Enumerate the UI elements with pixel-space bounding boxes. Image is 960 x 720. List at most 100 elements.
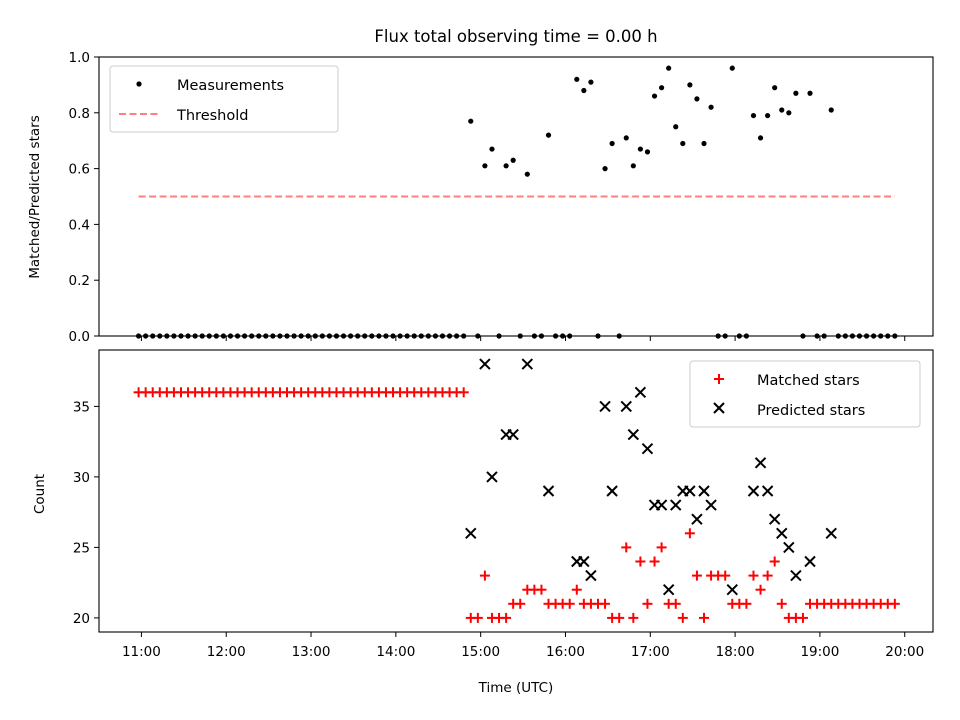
measurements-legend-label: Measurements (177, 78, 284, 94)
predicted-star-marker (599, 400, 611, 413)
measurement-point (666, 65, 672, 71)
measurement-point (482, 163, 488, 169)
measurement-point (623, 135, 629, 141)
bottom-x-tick-label: 11:00 (122, 644, 161, 660)
matched-star-marker (776, 598, 787, 609)
predicted-star-marker (641, 442, 654, 455)
measurement-point (765, 112, 771, 119)
matched-star-marker (889, 598, 900, 609)
predicted-star-marker (747, 485, 760, 497)
matched-star-marker (515, 598, 526, 609)
matched-star-marker (600, 598, 611, 609)
predicted-star-marker (542, 485, 555, 497)
measurement-point (786, 110, 792, 116)
predicted-star-marker (776, 527, 788, 540)
matched-star-marker (472, 612, 483, 623)
measurement-point (545, 132, 552, 138)
measurement-point (793, 90, 799, 96)
threshold-legend-label: Threshold (176, 108, 248, 124)
top-axes-frame (98, 56, 934, 337)
predicted-legend-label: Predicted stars (757, 403, 865, 419)
top-y-tick-label: 0.0 (69, 329, 90, 345)
bottom-axes-frame (98, 349, 934, 633)
bottom-y-axis-label: Count (32, 474, 48, 514)
measurement-point (779, 107, 785, 113)
predicted-star-marker (726, 583, 738, 596)
measurement-point (680, 140, 686, 147)
top-y-tick-label: 0.2 (69, 273, 90, 289)
bottom-x-tick-label: 15:00 (461, 644, 500, 660)
measurement-point (772, 85, 778, 91)
measurement-point (658, 85, 665, 91)
matched-star-marker (684, 528, 695, 539)
matched-star-marker (501, 612, 512, 623)
measurement-point (630, 163, 636, 169)
measurement-point (757, 135, 764, 141)
predicted-star-marker (627, 428, 640, 441)
top-legend-box (109, 65, 339, 133)
predicted-star-marker (662, 583, 675, 596)
measurement-point (701, 140, 707, 147)
bottom-legend-box (689, 360, 921, 428)
matched-star-marker (748, 570, 759, 581)
bottom-y-tick-label: 25 (73, 540, 90, 556)
matched-star-marker (691, 570, 702, 581)
predicted-star-marker (521, 358, 534, 370)
predicted-star-marker (634, 386, 647, 399)
measurement-point (524, 171, 530, 177)
measurement-point (581, 87, 587, 94)
bottom-x-tick-label: 18:00 (716, 644, 755, 660)
predicted-star-marker (606, 485, 618, 497)
predicted-legend-marker (713, 402, 725, 414)
matched-star-marker (677, 612, 688, 623)
matched-star-marker (797, 612, 808, 623)
matched-star-marker (649, 556, 660, 567)
matched-star-marker (755, 584, 766, 595)
matched-star-marker (628, 612, 639, 623)
matched-star-marker (621, 542, 632, 553)
predicted-star-marker (705, 499, 717, 511)
matched-legend-marker (714, 374, 724, 384)
matched-star-marker (720, 570, 731, 581)
bottom-x-tick-label: 12:00 (207, 644, 246, 660)
matched-star-marker (642, 598, 653, 609)
top-y-tick-label: 0.6 (69, 162, 90, 178)
predicted-star-marker (768, 513, 781, 525)
measurement-point (673, 124, 679, 130)
predicted-star-marker (790, 569, 802, 582)
matched-star-marker (762, 570, 773, 581)
matched-star-marker (656, 542, 667, 553)
measurement-point (637, 146, 643, 152)
top-y-tick-label: 0.8 (69, 106, 90, 122)
predicted-star-marker (486, 471, 498, 483)
bottom-x-tick-label: 14:00 (376, 644, 415, 660)
predicted-star-marker (670, 499, 682, 511)
bottom-plot-area: 20 25 30 35 11:00 12:00 13:00 14:00 15:00 16:00 17… (73, 358, 924, 660)
measurement-point (468, 118, 474, 124)
predicted-star-marker (754, 457, 767, 469)
top-y-tick-label: 0.4 (69, 217, 90, 233)
top-y-tick-label: 1.0 (69, 50, 90, 66)
bottom-y-tick-label: 35 (73, 399, 90, 415)
measurement-point (644, 149, 651, 155)
matched-star-marker (564, 598, 575, 609)
measurement-point (694, 96, 700, 102)
measurement-point (489, 146, 495, 152)
matched-star-marker (670, 598, 681, 609)
measurement-point (503, 163, 509, 169)
matched-star-marker (536, 584, 547, 595)
measurement-point (588, 79, 594, 85)
predicted-star-marker (620, 400, 632, 413)
measurement-point (602, 166, 608, 172)
predicted-star-marker (507, 428, 519, 441)
predicted-star-marker (479, 358, 491, 370)
matched-star-marker (614, 612, 625, 623)
measurement-point (651, 93, 658, 99)
predicted-star-marker (691, 513, 703, 525)
predicted-star-marker (655, 499, 668, 511)
measurement-point (828, 107, 834, 113)
bottom-x-tick-label: 13:00 (292, 644, 331, 660)
matched-star-marker (635, 556, 646, 567)
measurement-point (729, 65, 735, 71)
measurement-point (687, 82, 693, 88)
